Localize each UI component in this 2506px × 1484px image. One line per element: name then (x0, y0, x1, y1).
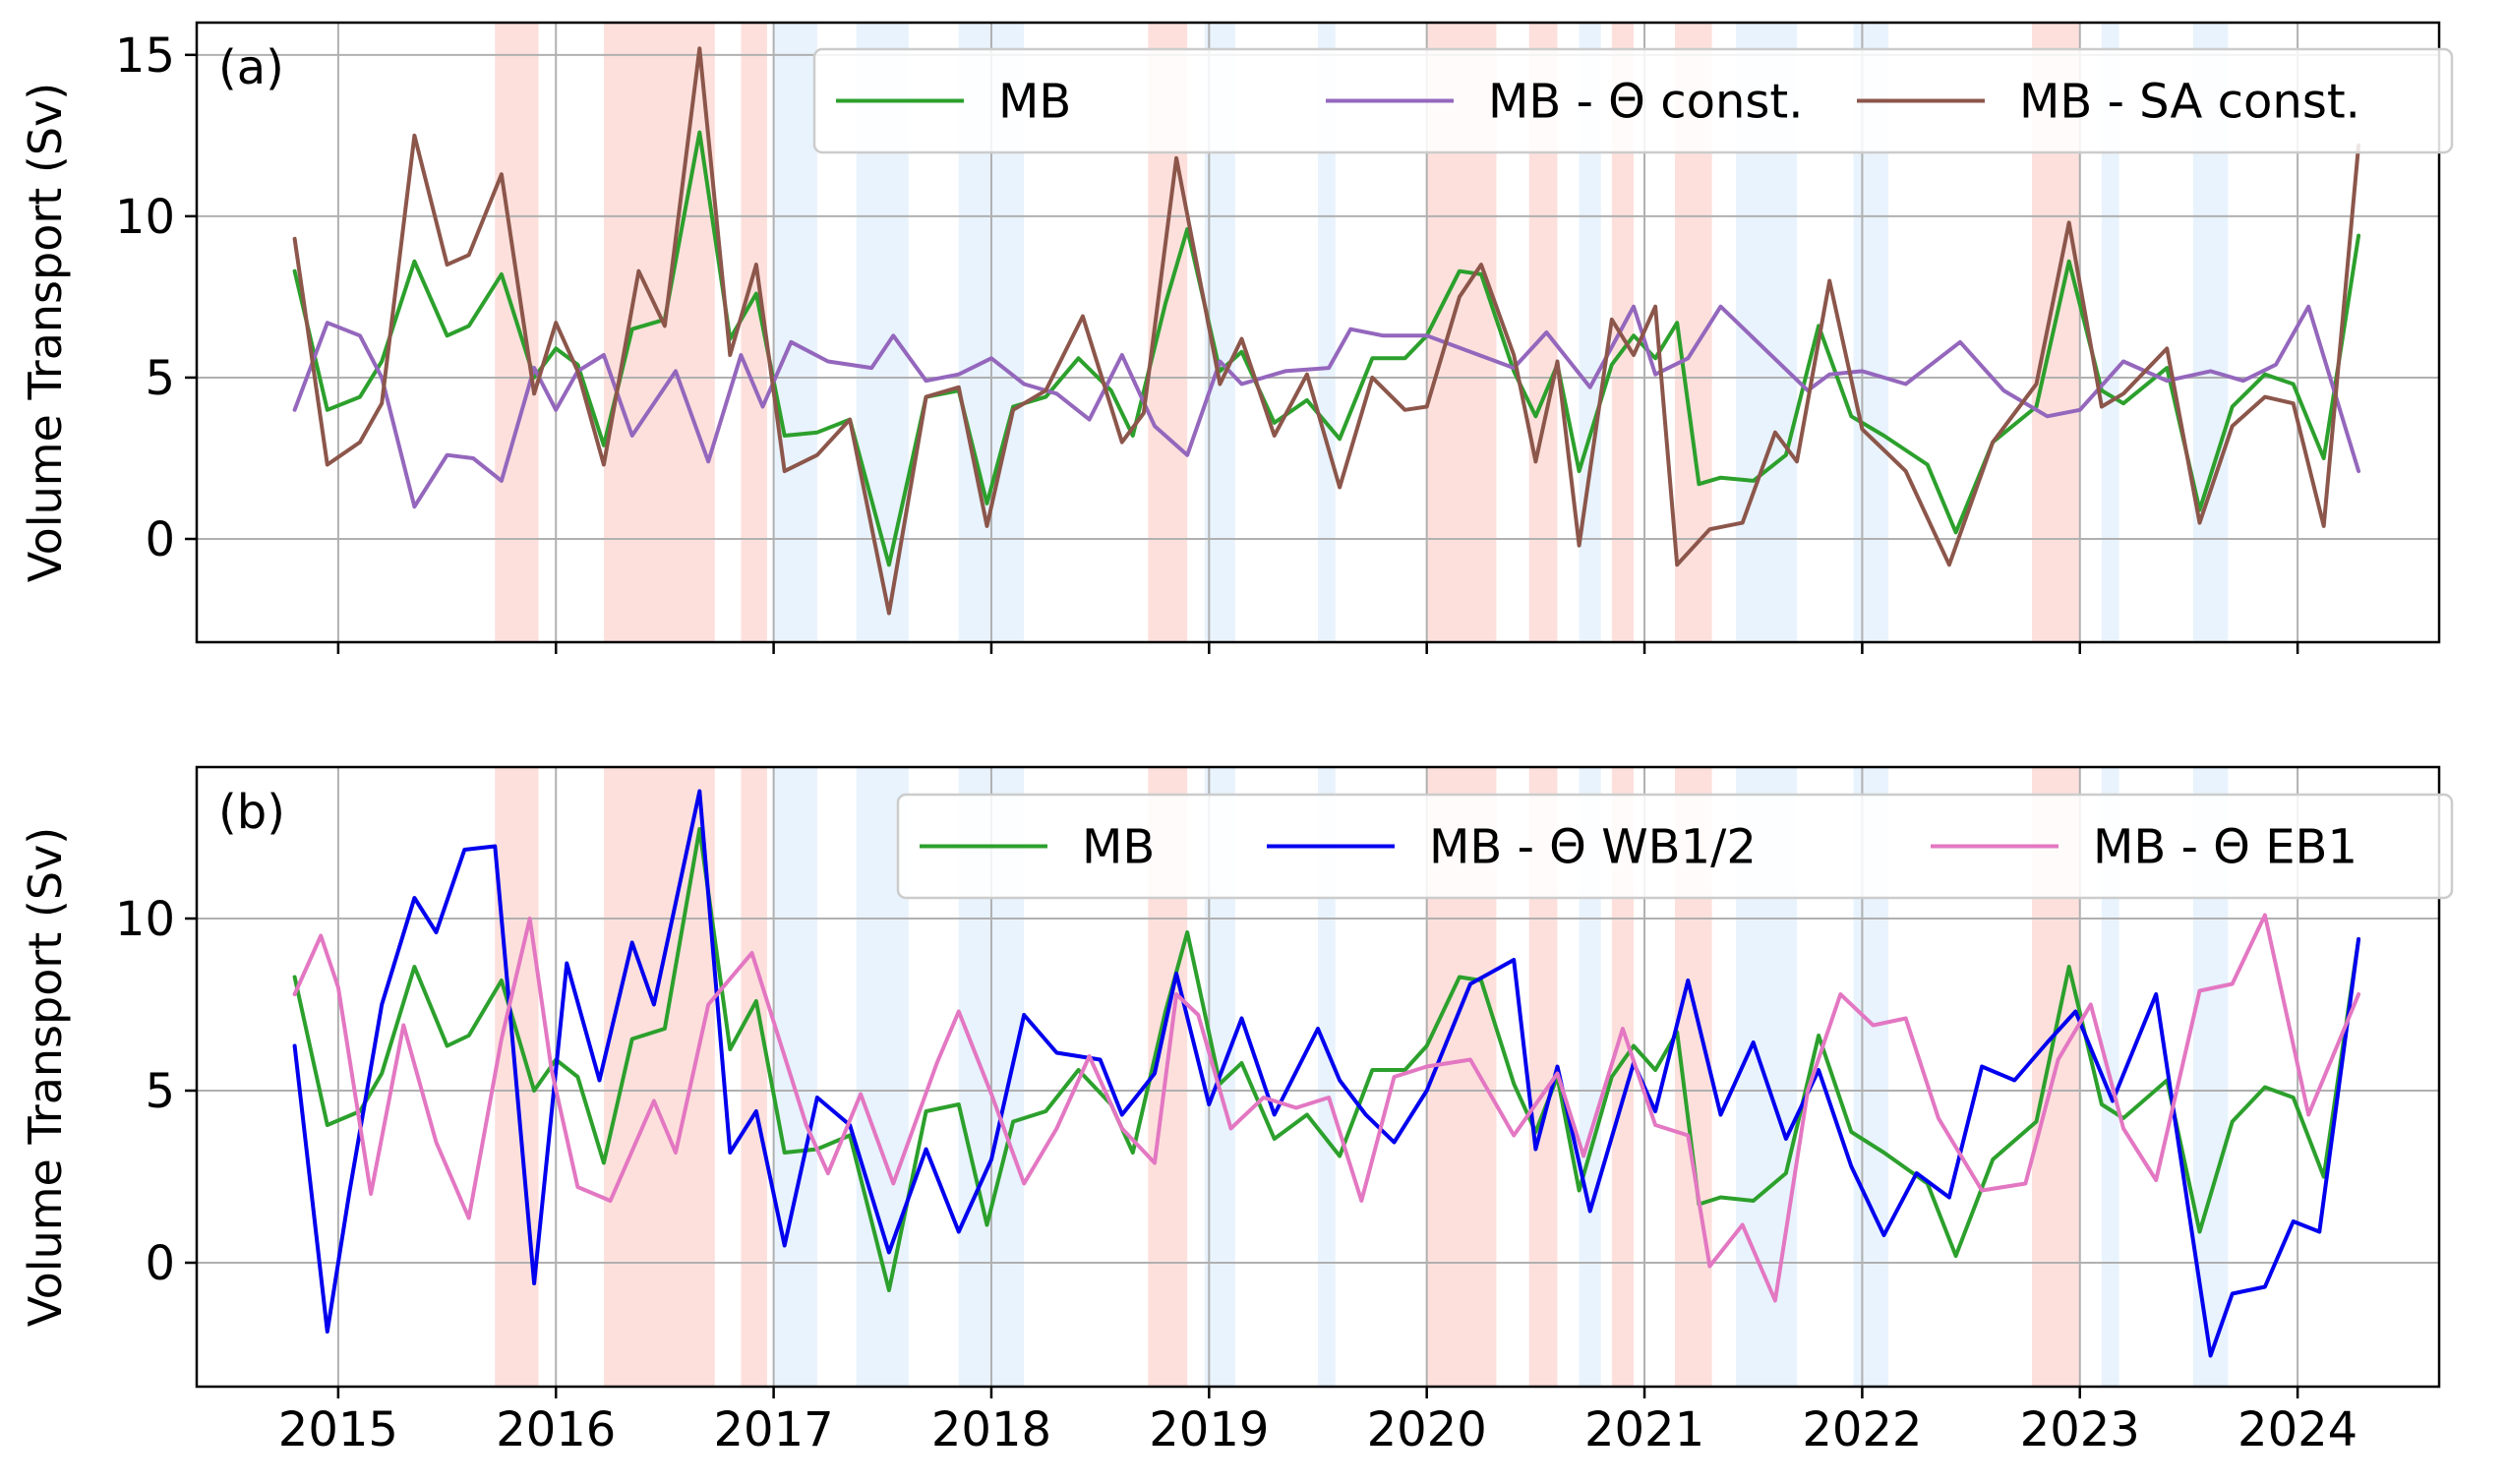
legend-box (812, 47, 2454, 154)
red-shading-band (741, 767, 767, 1387)
blue-shading-band (773, 767, 817, 1387)
x-tick-label: 2024 (2238, 1402, 2357, 1457)
legend-box (896, 793, 2454, 900)
y-axis-label: Volume Transport (Sv) (19, 827, 72, 1328)
x-tick-label: 2016 (496, 1402, 616, 1457)
panel-a: 0 5 10 15 Volume Transport (Sv) (a) MB MB - Θ c… (19, 21, 2454, 654)
x-tick-label: 2017 (714, 1402, 834, 1457)
panel-b: 2015 2016 2017 2018 2019 2020 2021 2022 2023 2024… (19, 765, 2454, 1457)
x-tick-label: 2023 (2020, 1402, 2140, 1457)
legend: MB MB - Θ WB1/2 MB - Θ EB1 (896, 793, 2454, 900)
series-line (292, 827, 2361, 1292)
y-tick-label: 0 (145, 1236, 175, 1291)
legend-label: MB - Θ WB1/2 (1429, 820, 1757, 875)
series-line (292, 46, 2361, 616)
panel-label: (b) (218, 785, 285, 840)
x-tick-label: 2021 (1584, 1402, 1704, 1457)
red-shading-band (495, 23, 539, 642)
y-tick-label: 0 (145, 512, 175, 567)
x-tick-label: 2022 (1802, 1402, 1922, 1457)
blue-shading-band (1579, 23, 1601, 642)
x-tick-label: 2018 (931, 1402, 1051, 1457)
red-shading-band (603, 23, 715, 642)
series-line (292, 789, 2361, 1358)
y-tick-label: 10 (115, 190, 175, 245)
y-tick-label: 10 (115, 892, 175, 947)
legend: MB MB - Θ const. MB - SA const. (812, 47, 2454, 154)
y-tick-label: 5 (145, 351, 175, 406)
red-shading-band (1611, 767, 1634, 1387)
y-tick-label: 15 (115, 29, 175, 84)
legend-label: MB (1082, 820, 1155, 875)
x-tick-label: 2020 (1367, 1402, 1487, 1457)
red-shading-band (603, 767, 715, 1387)
blue-shading-band (1579, 767, 1601, 1387)
blue-shading-band (2101, 23, 2119, 642)
axes-frame (195, 765, 2441, 1389)
blue-shading-band (773, 23, 817, 642)
x-tick-label: 2015 (278, 1402, 398, 1457)
legend-label: MB - Θ EB1 (2093, 820, 2357, 875)
legend-label: MB - SA const. (2019, 75, 2360, 130)
y-axis-label: Volume Transport (Sv) (19, 83, 72, 583)
axes-frame (195, 21, 2441, 644)
panel-label: (a) (218, 40, 284, 95)
series-line (292, 913, 2361, 1303)
blue-shading-band (1318, 23, 1336, 642)
legend-label: MB (998, 75, 1071, 130)
red-shading-band (1611, 23, 1634, 642)
x-tick-label: 2019 (1149, 1402, 1269, 1457)
y-tick-label: 5 (145, 1064, 175, 1119)
legend-label: MB - Θ const. (1488, 75, 1803, 130)
blue-shading-band (1318, 767, 1336, 1387)
